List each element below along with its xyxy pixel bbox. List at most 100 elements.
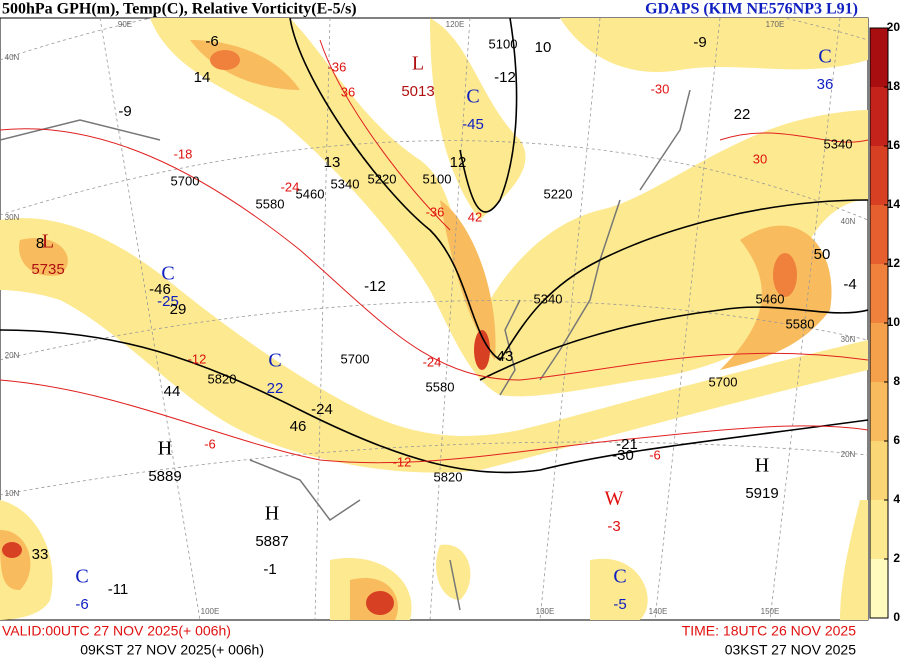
temperature-label: -36: [328, 59, 347, 74]
height-label: 5220: [544, 186, 573, 201]
vorticity-label: 46: [290, 418, 307, 435]
system-letter: H: [158, 438, 172, 460]
colorbar-tick-label: 0: [893, 610, 900, 624]
height-label: 5580: [256, 196, 285, 211]
height-label: 5340: [331, 176, 360, 191]
height-label: 5580: [426, 379, 455, 394]
grid-label: 40N: [5, 53, 20, 62]
system-letter: L: [42, 231, 54, 253]
vorticity-label: -11: [108, 581, 129, 598]
valid-kst: 09KST 27 NOV 2025(+ 006h): [80, 642, 264, 658]
grid-label: 150E: [761, 607, 780, 616]
height-label: 5700: [709, 374, 738, 389]
vorticity-label: 22: [734, 106, 751, 123]
colorbar-band: [870, 146, 888, 205]
temperature-label: -12: [188, 351, 207, 366]
grid-label: 120E: [446, 20, 465, 29]
colorbar-tick-label: 18: [887, 79, 901, 93]
colorbar-tick-label: 6: [893, 433, 900, 447]
model-name: GDAPS (KIM NE576NP3 L91): [645, 1, 858, 18]
system-letter: C: [613, 566, 626, 588]
temperature-label: -12: [393, 454, 412, 469]
height-label: 5460: [756, 291, 785, 306]
vorticity-label: 12: [450, 154, 467, 171]
height-label: 5460: [296, 186, 325, 201]
height-label: 5700: [341, 351, 370, 366]
vorticity-label: -46: [149, 281, 171, 298]
vorticity-core: [2, 50, 797, 615]
temperature-label: -6: [649, 447, 661, 462]
valid-utc: VALID:00UTC 27 NOV 2025(+ 006h): [2, 623, 231, 639]
grid-label: 30N: [5, 213, 20, 222]
temperature-label: 36: [341, 84, 355, 99]
system-value: -25: [157, 293, 179, 310]
colorbar-band: [870, 28, 888, 87]
height-label: 5340: [534, 291, 563, 306]
colorbar-tick-label: 16: [887, 138, 901, 152]
system-value: -3: [607, 518, 620, 535]
temperature-contours: [0, 39, 868, 464]
grid-label: 40N: [841, 217, 856, 226]
vorticity-label: -30: [612, 447, 634, 464]
temperature-label: -24: [423, 354, 442, 369]
system-value: -6: [75, 596, 88, 613]
vorticity-label: -9: [693, 34, 706, 51]
colorbar: 0 2 4 6 8 10 12 14 16 18 20: [869, 20, 901, 624]
system-letter: C: [818, 46, 831, 68]
grid-label: 140E: [649, 607, 668, 616]
graticule: [0, 18, 868, 620]
temperature-label: -6: [204, 436, 216, 451]
height-label: 5220: [368, 171, 397, 186]
colorbar-band: [870, 441, 888, 500]
temperature-label: 42: [468, 209, 482, 224]
system-letter: H: [265, 503, 279, 525]
system-letter: L: [412, 53, 424, 75]
colorbar-tick-label: 20: [887, 20, 901, 34]
system-value: 5889: [148, 468, 181, 485]
vorticity-label: 13: [324, 154, 341, 171]
vorticity-label: -21: [616, 436, 638, 453]
vorticity-label: -1: [263, 561, 276, 578]
system-value: 5919: [745, 485, 778, 502]
height-label: 5820: [434, 469, 463, 484]
title: 500hPa GPH(m), Temp(C), Relative Vortici…: [2, 1, 357, 18]
colorbar-tick-label: 14: [887, 197, 901, 211]
vorticity-label: -12: [364, 278, 386, 295]
vorticity-label: 50: [814, 246, 831, 263]
vorticity-label: -12: [494, 69, 516, 86]
time-utc: TIME: 18UTC 26 NOV 2025: [682, 623, 857, 639]
vorticity-label: 10: [535, 39, 552, 56]
colorbar-band: [870, 382, 888, 441]
grid-label: 10N: [5, 489, 20, 498]
map-area: [0, 17, 869, 621]
vorticity-label: -4: [843, 276, 856, 293]
colorbar-tick-label: 4: [893, 492, 900, 506]
colorbar-band: [870, 264, 888, 323]
temperature-label: -36: [426, 204, 445, 219]
height-contours: [0, 18, 868, 474]
colorbar-band: [870, 500, 888, 559]
grid-label: 90E: [118, 20, 132, 29]
temperature-label: -30: [651, 81, 670, 96]
system-letter: C: [268, 350, 281, 372]
grid-label: 130E: [536, 607, 555, 616]
vorticity-label: 29: [170, 301, 187, 318]
vorticity-label: 44: [164, 383, 181, 400]
grid-label: 20N: [841, 450, 856, 459]
coastline: [0, 89, 691, 611]
system-value: 5735: [31, 261, 64, 278]
time-kst: 03KST 27 NOV 2025: [725, 642, 856, 658]
height-label: 5100: [423, 171, 452, 186]
grid-label: 170E: [766, 20, 785, 29]
vorticity-label: -6: [205, 33, 218, 50]
temperature-label: -24: [281, 179, 300, 194]
system-letter: C: [75, 566, 88, 588]
system-value: 5013: [401, 83, 434, 100]
vorticity-label: 43: [497, 348, 514, 365]
system-value: -45: [462, 116, 484, 133]
colorbar-tick-label: 12: [887, 256, 901, 270]
colorbar-band: [870, 205, 888, 264]
system-value: 36: [817, 76, 834, 93]
system-letter: C: [466, 86, 479, 108]
